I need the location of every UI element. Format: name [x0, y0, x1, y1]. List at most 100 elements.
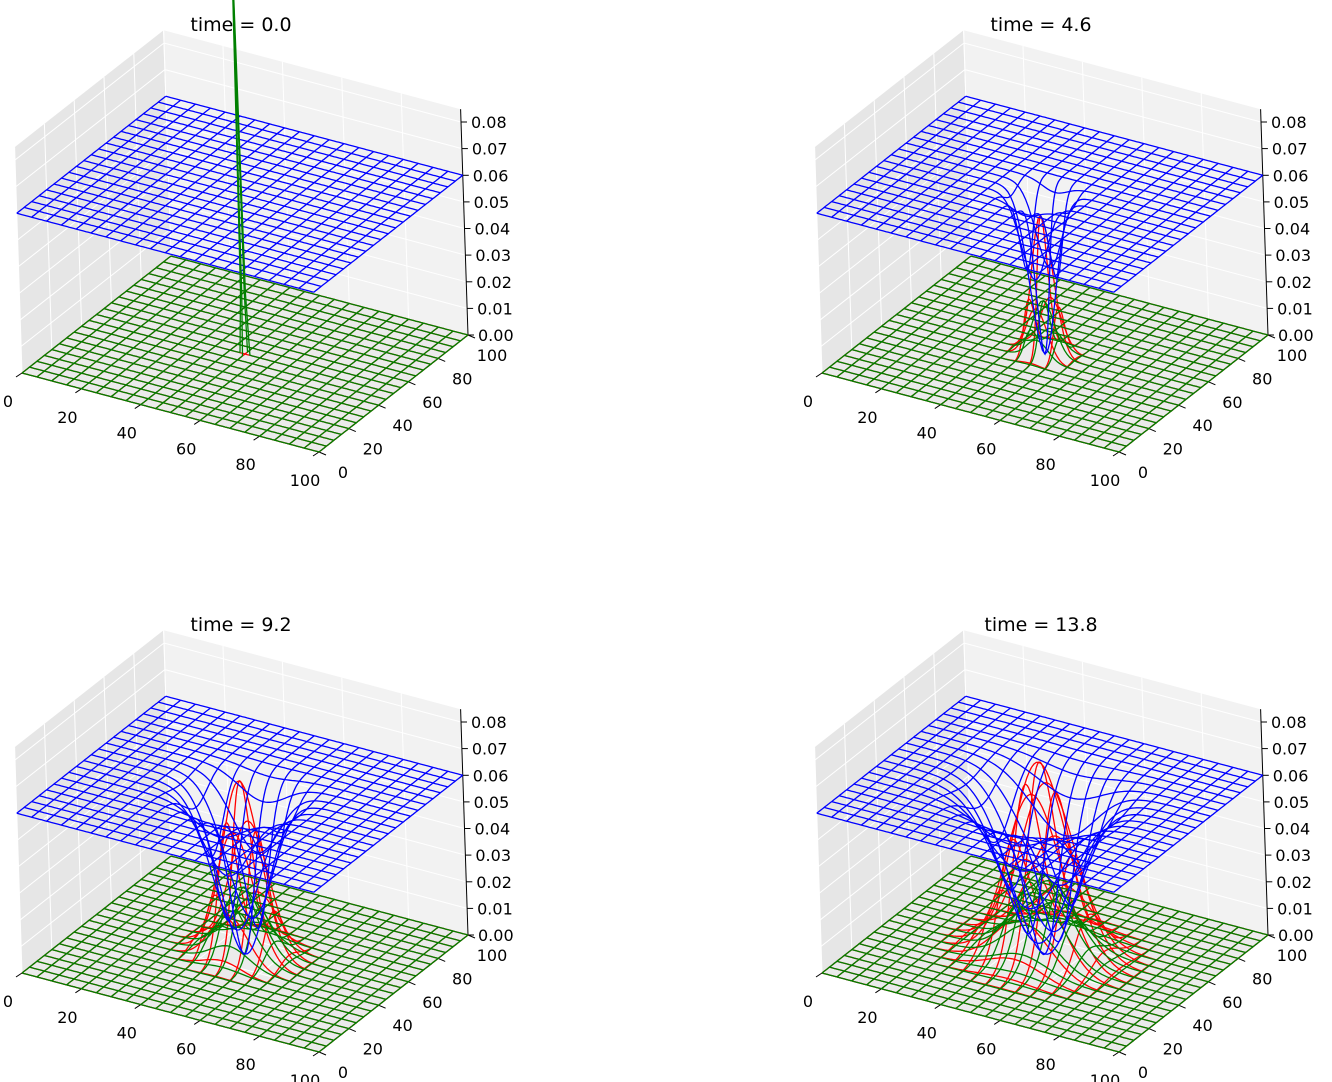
- wire-y: [985, 298, 1135, 417]
- grid-line: [814, 747, 823, 974]
- wire-y: [905, 119, 1056, 238]
- grid-line: [14, 147, 23, 374]
- grid-line: [17, 122, 464, 241]
- x-tick-label: 40: [117, 424, 137, 443]
- y-tick: [348, 1028, 356, 1033]
- x-tick: [1053, 435, 1060, 441]
- wire-x: [96, 0, 394, 395]
- wire-y: [149, 731, 300, 922]
- wire-y: [283, 166, 434, 285]
- wire-y: [318, 334, 469, 453]
- wire-y: [140, 287, 291, 406]
- z-tick-label: 0.03: [475, 246, 511, 265]
- x-tick: [993, 419, 1001, 425]
- x-tick-label: 0: [3, 392, 13, 411]
- x-tick-label: 80: [235, 455, 255, 474]
- x-tick: [134, 1004, 142, 1010]
- wire-y: [979, 739, 1130, 943]
- y-tick-label: 20: [1163, 1040, 1183, 1059]
- wire-y: [149, 131, 300, 250]
- wire-y: [999, 302, 1150, 421]
- x-tick-label: 0: [803, 992, 813, 1011]
- wire-y: [846, 103, 996, 222]
- wire-y: [214, 306, 365, 425]
- y-tick-label: 0: [338, 1063, 348, 1082]
- wire-y: [224, 751, 375, 870]
- z-tick-label: 0.04: [475, 820, 511, 839]
- wire-y: [1059, 918, 1210, 1037]
- surface-1: [16, 95, 464, 293]
- wire-y: [164, 135, 315, 254]
- grid-line: [817, 722, 1264, 841]
- wire-y: [860, 107, 1011, 226]
- x-tick-label: 20: [857, 408, 877, 427]
- x-tick-label: 100: [1090, 471, 1121, 490]
- z-tick-label: 0.04: [1275, 220, 1311, 239]
- surface-3: [21, 0, 469, 453]
- x-tick-label: 20: [57, 1008, 77, 1027]
- y-tick-label: 80: [452, 969, 472, 988]
- wire-y: [318, 934, 469, 1053]
- z-tick-label: 0.02: [1276, 273, 1312, 292]
- grid-line: [817, 122, 1264, 241]
- y-tick-label: 60: [1222, 993, 1242, 1012]
- wire-y: [905, 719, 1056, 838]
- surface-3: [816, 695, 1264, 956]
- wire-y: [979, 139, 1130, 279]
- z-tick-label: 0.01: [1277, 899, 1313, 918]
- wire-y: [880, 271, 1031, 390]
- z-tick-label: 0.06: [1273, 166, 1309, 185]
- x-tick: [253, 1035, 260, 1041]
- y-tick-label: 20: [363, 440, 383, 459]
- y-tick-label: 0: [1138, 463, 1148, 482]
- z-tick-label: 0.01: [1277, 299, 1313, 318]
- wire-y: [1088, 926, 1239, 1045]
- wire-y: [283, 766, 434, 885]
- z-tick-label: 0.00: [478, 326, 514, 345]
- grid-line: [819, 175, 1266, 294]
- grid-line: [43, 123, 53, 350]
- wire-y: [16, 95, 167, 214]
- wire-y: [910, 879, 1061, 998]
- wire-y: [194, 743, 345, 874]
- x-tick-label: 60: [976, 1039, 996, 1058]
- wire-y: [120, 123, 271, 242]
- wire-y: [60, 107, 211, 226]
- wire-y: [955, 881, 1106, 1010]
- wire-y: [1044, 914, 1195, 1033]
- wire-y: [925, 283, 1076, 402]
- y-tick: [408, 981, 416, 986]
- grid-line: [820, 228, 1268, 347]
- y-tick: [408, 381, 416, 386]
- wire-y: [895, 275, 1046, 394]
- y-tick: [438, 957, 446, 962]
- grid-line: [819, 775, 1266, 894]
- y-tick: [378, 404, 386, 409]
- wire-y: [895, 875, 1046, 994]
- wire-y: [999, 902, 1150, 1021]
- wire-y: [1103, 930, 1254, 1049]
- wire-y: [155, 891, 306, 1010]
- z-tick-label: 0.06: [473, 166, 509, 185]
- wire-y: [95, 275, 246, 394]
- x-tick-label: 80: [1035, 455, 1055, 474]
- wire-y: [110, 879, 261, 998]
- chart-title: time = 4.6: [990, 14, 1091, 36]
- wire-y: [184, 898, 335, 1017]
- grid-line: [814, 642, 1262, 761]
- z-tick-label: 0.03: [1275, 846, 1311, 865]
- y-tick-label: 40: [392, 416, 412, 435]
- wire-y: [209, 747, 360, 866]
- z-tick-label: 0.08: [1271, 713, 1307, 732]
- wire-y: [866, 267, 1016, 386]
- wire-y: [1014, 306, 1165, 425]
- wire-y: [1059, 318, 1210, 437]
- z-tick-label: 0.02: [476, 873, 512, 892]
- y-tick-label: 60: [1222, 393, 1242, 412]
- wire-y: [224, 151, 374, 270]
- y-tick: [378, 1004, 386, 1009]
- y-tick: [438, 357, 446, 362]
